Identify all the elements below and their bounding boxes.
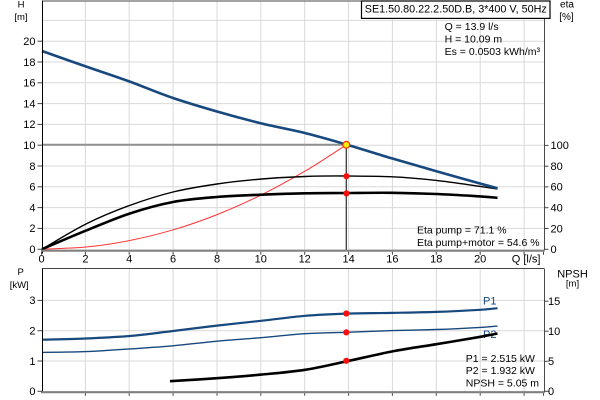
svg-text:2: 2 bbox=[29, 223, 35, 235]
svg-text:12: 12 bbox=[23, 119, 35, 131]
svg-text:H: H bbox=[18, 0, 25, 11]
svg-text:P1: P1 bbox=[483, 296, 496, 308]
svg-text:P: P bbox=[18, 267, 24, 278]
svg-text:0: 0 bbox=[548, 386, 554, 398]
svg-text:4: 4 bbox=[29, 202, 35, 214]
svg-text:16: 16 bbox=[23, 78, 35, 90]
svg-text:Eta pump = 71.1 %: Eta pump = 71.1 % bbox=[417, 224, 507, 236]
svg-text:12: 12 bbox=[299, 254, 311, 266]
svg-text:60: 60 bbox=[551, 182, 563, 194]
svg-text:20: 20 bbox=[551, 223, 563, 235]
svg-text:Eta pump+motor = 54.6 %: Eta pump+motor = 54.6 % bbox=[417, 237, 540, 249]
svg-text:2: 2 bbox=[82, 254, 88, 266]
svg-text:10: 10 bbox=[255, 254, 267, 266]
svg-text:18: 18 bbox=[430, 254, 442, 266]
svg-text:eta: eta bbox=[560, 0, 574, 11]
svg-text:14: 14 bbox=[342, 254, 354, 266]
svg-text:6: 6 bbox=[29, 182, 35, 194]
svg-text:0: 0 bbox=[29, 386, 35, 398]
svg-text:100: 100 bbox=[551, 140, 569, 152]
svg-text:6: 6 bbox=[170, 254, 176, 266]
svg-text:4: 4 bbox=[126, 254, 132, 266]
svg-text:0: 0 bbox=[29, 244, 35, 256]
svg-text:0: 0 bbox=[551, 244, 557, 256]
svg-text:20: 20 bbox=[23, 36, 35, 48]
svg-text:20: 20 bbox=[474, 254, 486, 266]
svg-text:SE1.50.80.22.2.50D.B, 3*400 V,: SE1.50.80.22.2.50D.B, 3*400 V, 50Hz bbox=[365, 3, 547, 15]
svg-text:16: 16 bbox=[386, 254, 398, 266]
svg-text:P2 = 1.932 kW: P2 = 1.932 kW bbox=[466, 365, 535, 377]
svg-text:10: 10 bbox=[548, 326, 560, 338]
svg-text:[%]: [%] bbox=[559, 12, 574, 23]
svg-text:2: 2 bbox=[29, 326, 35, 338]
svg-text:Q = 13.9 l/s: Q = 13.9 l/s bbox=[445, 21, 499, 33]
svg-text:40: 40 bbox=[551, 203, 563, 215]
svg-text:NPSH = 5.05 m: NPSH = 5.05 m bbox=[466, 377, 539, 389]
svg-text:Es = 0.0503 kWh/m³: Es = 0.0503 kWh/m³ bbox=[445, 46, 541, 58]
svg-text:5: 5 bbox=[548, 356, 554, 368]
svg-text:NPSH: NPSH bbox=[557, 268, 588, 280]
svg-text:H = 10.09 m: H = 10.09 m bbox=[445, 33, 503, 45]
svg-text:[m]: [m] bbox=[566, 279, 579, 290]
svg-text:14: 14 bbox=[23, 98, 35, 110]
svg-text:10: 10 bbox=[23, 140, 35, 152]
svg-text:80: 80 bbox=[551, 161, 563, 173]
svg-text:P1 = 2.515 kW: P1 = 2.515 kW bbox=[466, 353, 535, 365]
svg-text:3: 3 bbox=[29, 295, 35, 307]
svg-text:Q [l/s]: Q [l/s] bbox=[512, 253, 541, 265]
svg-text:8: 8 bbox=[214, 254, 220, 266]
svg-text:[m]: [m] bbox=[14, 12, 27, 23]
svg-text:[kW]: [kW] bbox=[10, 280, 29, 291]
svg-text:8: 8 bbox=[29, 161, 35, 173]
svg-text:1: 1 bbox=[29, 356, 35, 368]
svg-text:15: 15 bbox=[548, 296, 560, 308]
svg-text:18: 18 bbox=[23, 57, 35, 69]
svg-text:0: 0 bbox=[38, 254, 44, 266]
